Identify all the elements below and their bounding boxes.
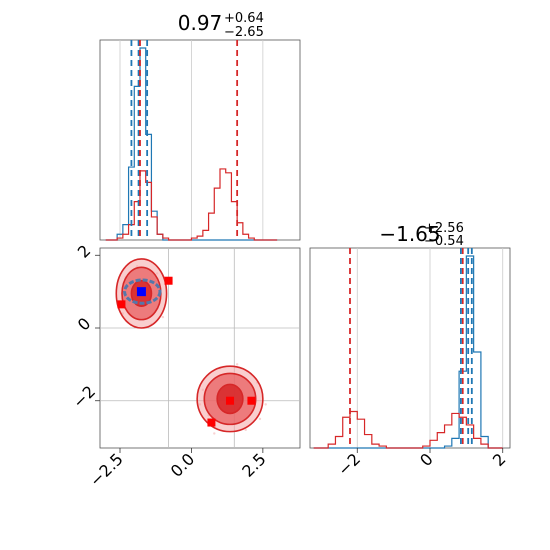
bottom-right-title-lower: −0.54 xyxy=(424,234,464,249)
bottom-left-y-ticks: −2 0 2 xyxy=(69,241,100,412)
top-left-title-lower: −2.65 xyxy=(224,25,264,40)
bottom-left-blue-marker xyxy=(136,287,146,297)
bottom-left-x-tick-label: 0.0 xyxy=(167,449,198,480)
bottom-left-markers xyxy=(117,276,256,427)
bottom-right-x-tick-label: 0 xyxy=(416,449,437,470)
top-left-title-value: 0.97 xyxy=(178,11,223,35)
bottom-left-sample-point xyxy=(235,363,239,366)
top-left-quantile-lines xyxy=(130,40,239,240)
bottom-left-red-marker xyxy=(247,396,256,405)
bottom-right-histogram-series-1 xyxy=(313,410,503,449)
bottom-left-x-tick-label: 2.5 xyxy=(238,449,269,480)
bottom-left-blue-contour xyxy=(123,278,162,305)
bottom-left-red-marker xyxy=(207,418,216,427)
top-left-histogram-series-1 xyxy=(105,168,278,241)
bottom-left-red-marker xyxy=(164,276,173,285)
bottom-left-sample-point xyxy=(244,428,247,432)
bottom-left-x-ticks: −2.5 0.0 2.5 xyxy=(86,448,270,490)
bottom-right-histogram-series-0 xyxy=(313,255,503,449)
top-left-histogram-series-0 xyxy=(105,47,278,241)
bottom-left-sample-point xyxy=(161,315,165,319)
bottom-left-x-tick-label: −2.5 xyxy=(86,449,127,490)
bottom-left-frame xyxy=(99,247,301,449)
bottom-left-y-tick-label: 0 xyxy=(74,314,95,335)
bottom-right-x-tick-label: −2 xyxy=(334,449,364,479)
top-left-grid xyxy=(119,40,264,240)
bottom-left-y-tick-label: 2 xyxy=(74,241,95,262)
bottom-left-sample-point xyxy=(213,432,216,435)
top-left-histograms xyxy=(105,47,278,241)
bottom-right-panel: −2 0 2 −1.65 +2.56 −0.54 xyxy=(309,221,511,480)
bottom-right-x-tick-label: 2 xyxy=(489,449,510,470)
bottom-right-frame xyxy=(309,247,511,449)
bottom-left-y-tick-label: −2 xyxy=(69,382,99,412)
bottom-left-red-marker xyxy=(226,396,234,405)
top-left-frame xyxy=(99,39,301,241)
bottom-right-histograms xyxy=(313,255,503,449)
bottom-right-title-value: −1.65 xyxy=(379,222,440,246)
bottom-left-sample-point xyxy=(258,417,262,421)
top-left-title: 0.97 xyxy=(178,11,223,35)
bottom-left-panel: −2.5 0.0 2.5 −2 0 2 xyxy=(69,241,301,490)
bottom-left-sample-point xyxy=(264,403,267,406)
bottom-right-x-ticks: −2 0 2 xyxy=(334,448,510,480)
bottom-left-red-marker xyxy=(117,300,126,309)
top-left-title-upper: +0.64 xyxy=(224,11,264,26)
bottom-right-title-upper: +2.56 xyxy=(424,221,464,236)
top-left-panel: 0.97 +0.64 −2.65 xyxy=(99,11,301,241)
bottom-left-contours xyxy=(115,258,267,435)
bottom-right-quantile-lines xyxy=(349,248,473,448)
